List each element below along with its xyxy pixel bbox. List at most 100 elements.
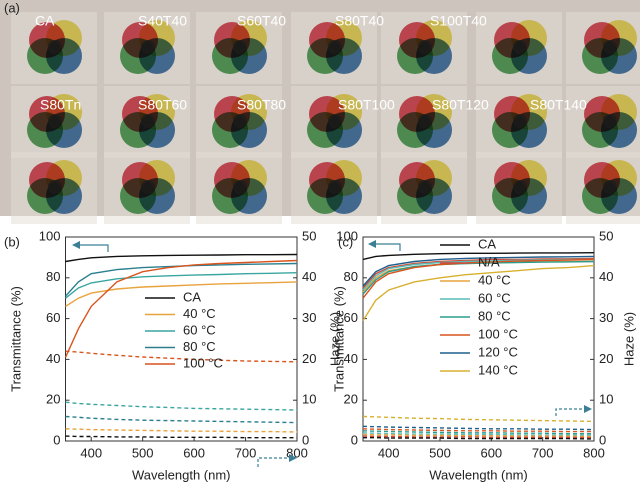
x-tick-label: 400 <box>80 445 102 460</box>
arrow-head <box>368 240 376 248</box>
sample-label: CA <box>35 13 55 29</box>
arrow-head <box>72 241 80 249</box>
y-tick-label: 0 <box>53 432 60 447</box>
legend-label: 80 °C <box>183 339 216 354</box>
y2-tick-label: 0 <box>302 432 309 447</box>
venn-center <box>141 180 155 194</box>
haze-line <box>362 435 595 439</box>
arrow-head <box>584 405 592 413</box>
arrow-head <box>289 454 297 462</box>
legend-label: 40 °C <box>478 272 511 287</box>
venn-center <box>328 40 342 54</box>
sample-label: S80T40 <box>335 13 384 29</box>
x-axis-label: Wavelength (nm) <box>132 467 231 482</box>
legend-label: 60 °C <box>478 290 511 305</box>
y-tick-label: 0 <box>351 432 358 447</box>
venn-center <box>603 114 617 128</box>
haze-line <box>362 432 595 436</box>
venn-center <box>513 180 527 194</box>
y-axis-label: Transmittance (%) <box>331 286 346 392</box>
legend-label: CA <box>478 236 496 251</box>
sample-label: S40T40 <box>138 13 187 29</box>
legend-label: 60 °C <box>183 322 216 337</box>
y-tick-label: 40 <box>344 351 358 366</box>
y-tick-label: 100 <box>336 228 358 243</box>
legend-label: N/A <box>478 254 500 269</box>
legend-label: 100 °C <box>478 326 518 341</box>
y-tick-label: 100 <box>39 228 61 243</box>
y2-tick-label: 10 <box>302 392 316 407</box>
venn-center <box>48 40 62 54</box>
sample-label: S80T80 <box>237 97 286 113</box>
venn-center <box>233 180 247 194</box>
transmittance-line <box>65 281 298 307</box>
venn-center <box>603 180 617 194</box>
transmittance-line <box>362 264 595 321</box>
haze-line <box>363 437 595 440</box>
haze-line <box>65 415 298 424</box>
transmittance-line <box>65 272 298 299</box>
photo-samples <box>11 12 640 224</box>
y-tick-label: 80 <box>46 269 60 284</box>
venn-center <box>328 114 342 128</box>
transmittance-line <box>64 259 298 358</box>
venn-center <box>233 114 247 128</box>
haze-line <box>65 401 298 411</box>
venn-center <box>513 114 527 128</box>
y2-tick-label: 10 <box>599 392 613 407</box>
y-tick-label: 20 <box>344 392 358 407</box>
venn-center <box>48 180 62 194</box>
venn-center <box>141 114 155 128</box>
sample-label: S80T100 <box>338 97 395 113</box>
haze-line <box>362 428 594 433</box>
y2-tick-label: 30 <box>302 310 316 325</box>
haze-line <box>362 415 595 423</box>
y2-axis-label: Haze (%) <box>621 312 636 366</box>
sample-label: S80Tn <box>40 97 81 113</box>
transmittance-line <box>65 253 298 263</box>
y2-tick-label: 40 <box>599 269 613 284</box>
y-tick-label: 60 <box>344 310 358 325</box>
y-axis-label: Transmittance (%) <box>8 286 23 392</box>
axis-arrow <box>374 243 401 251</box>
y2-tick-label: 20 <box>302 351 316 366</box>
y-tick-label: 60 <box>46 310 60 325</box>
transmittance-line <box>64 262 298 297</box>
legend-label: CA <box>183 289 201 304</box>
transmittance-line <box>362 252 595 261</box>
venn-center <box>328 180 342 194</box>
sample-label: S80T120 <box>432 97 489 113</box>
y2-tick-label: 50 <box>599 228 613 243</box>
legend-label: 120 °C <box>478 344 518 359</box>
y-tick-label: 20 <box>46 392 60 407</box>
x-axis-label: Wavelength (nm) <box>429 467 528 482</box>
x-tick-label: 600 <box>183 445 205 460</box>
panel-label: (b) <box>4 234 20 249</box>
transmittance-line <box>362 255 595 287</box>
venn-center <box>418 114 432 128</box>
plot-frame <box>65 236 298 442</box>
haze-line <box>362 433 595 438</box>
y2-tick-label: 40 <box>302 269 316 284</box>
panel-label: (c) <box>338 234 353 249</box>
haze-line <box>65 435 297 439</box>
sample-label: S80T60 <box>138 97 187 113</box>
x-tick-label: 700 <box>532 445 554 460</box>
transmittance-line <box>362 257 595 289</box>
haze-line <box>362 425 595 431</box>
axis-arrow <box>78 244 109 252</box>
sample-label: S60T40 <box>237 13 286 29</box>
axis-arrow <box>257 457 291 467</box>
venn-center <box>48 114 62 128</box>
x-tick-label: 600 <box>480 445 502 460</box>
venn-center <box>141 40 155 54</box>
venn-center <box>233 40 247 54</box>
x-tick-label: 800 <box>583 445 605 460</box>
x-tick-label: 500 <box>132 445 154 460</box>
y2-tick-label: 0 <box>599 432 606 447</box>
legend-label: 140 °C <box>478 362 518 377</box>
x-tick-label: 500 <box>429 445 451 460</box>
y2-tick-label: 50 <box>302 228 316 243</box>
y2-tick-label: 20 <box>599 351 613 366</box>
